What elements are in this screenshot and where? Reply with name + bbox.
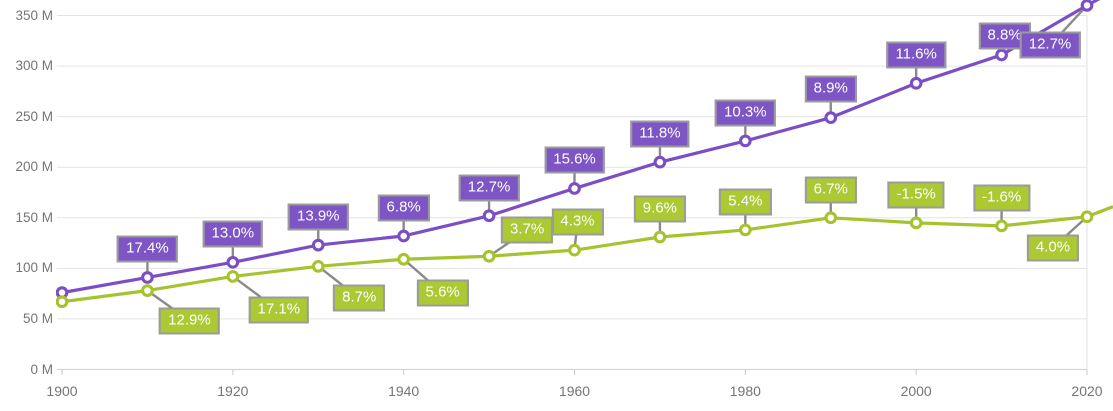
series-green-callout-label: -1.6% — [972, 184, 1031, 212]
data-point-marker — [824, 211, 838, 225]
series-purple-callout-label: 12.7% — [1019, 31, 1081, 59]
data-point-marker — [482, 209, 496, 223]
series-purple-callout-label: 12.7% — [458, 174, 520, 202]
y-axis-tick-label: 100 M — [15, 260, 53, 276]
y-axis-tick-label: 150 M — [15, 209, 53, 225]
x-axis-tick-label: 1980 — [729, 383, 761, 399]
data-point-marker — [226, 270, 240, 283]
x-axis-tick-label: 2020 — [1071, 383, 1103, 399]
data-point-marker — [482, 249, 496, 263]
series-green-callout-label: 5.6% — [416, 279, 469, 307]
series-green-line — [61, 205, 1113, 304]
data-point-marker — [824, 111, 838, 125]
series-purple-line — [61, 0, 1101, 295]
series-purple-callout-label: 6.8% — [377, 194, 430, 222]
series-purple-callout-label: 10.3% — [715, 99, 776, 127]
series-purple-callout-label: 13.0% — [202, 220, 264, 248]
series-green-callout-label: -1.5% — [887, 181, 945, 209]
data-point-marker — [738, 223, 752, 237]
series-green-callout-label: 5.4% — [719, 188, 772, 216]
data-point-marker — [311, 259, 325, 273]
data-point-marker — [1080, 210, 1094, 224]
x-axis-tick-label: 1920 — [217, 383, 249, 399]
data-point-marker — [1080, 0, 1094, 12]
y-axis-tick-label: 200 M — [15, 159, 53, 175]
data-point-marker — [568, 182, 581, 195]
y-axis-tick-label: 300 M — [15, 58, 53, 74]
x-axis-tick-label: 1940 — [388, 383, 420, 399]
x-axis-tick-label: 1960 — [558, 383, 591, 399]
series-green-callout-label: 6.7% — [804, 176, 857, 204]
data-point-marker — [653, 230, 667, 244]
y-axis-tick-label: 350 M — [15, 7, 53, 23]
data-point-marker — [909, 216, 923, 230]
series-purple-callout-label: 11.6% — [886, 41, 946, 69]
data-point-marker — [995, 219, 1008, 233]
x-axis-tick-label: 2000 — [900, 383, 932, 399]
x-axis-tick-label: 1900 — [46, 383, 78, 399]
y-axis-tick-label: 50 M — [22, 310, 53, 326]
data-point-marker — [909, 76, 923, 90]
data-point-marker — [226, 255, 240, 269]
y-axis-tick-label: 0 M — [30, 361, 53, 377]
data-point-marker — [653, 155, 667, 169]
series-purple-callout-label: 17.4% — [117, 235, 178, 263]
series-green-callout-label: 8.7% — [333, 284, 386, 312]
data-point-marker — [141, 271, 154, 284]
series-purple-callout-label: 8.9% — [804, 75, 857, 103]
data-point-marker — [738, 134, 752, 148]
series-purple-callout-label: 13.9% — [287, 203, 349, 231]
data-point-marker — [397, 252, 411, 266]
data-point-marker — [311, 238, 325, 252]
series-green-callout-label: 12.9% — [159, 307, 220, 335]
series-purple-callout-label: 15.6% — [544, 146, 605, 174]
data-point-marker — [56, 295, 69, 309]
series-green-callout-label: 4.3% — [551, 208, 604, 236]
series-green-callout-label: 4.0% — [1026, 234, 1080, 262]
series-green-callout-label: 17.1% — [248, 296, 310, 324]
series-purple-callout-label: 11.8% — [630, 120, 690, 148]
data-point-marker — [141, 284, 154, 297]
series-green-callout-label: 3.7% — [500, 216, 554, 244]
series-green-callout-label: 9.6% — [633, 195, 687, 223]
y-axis-tick-label: 250 M — [15, 108, 53, 124]
data-point-marker — [397, 229, 411, 243]
data-point-marker — [568, 243, 581, 257]
data-point-marker — [995, 48, 1008, 62]
